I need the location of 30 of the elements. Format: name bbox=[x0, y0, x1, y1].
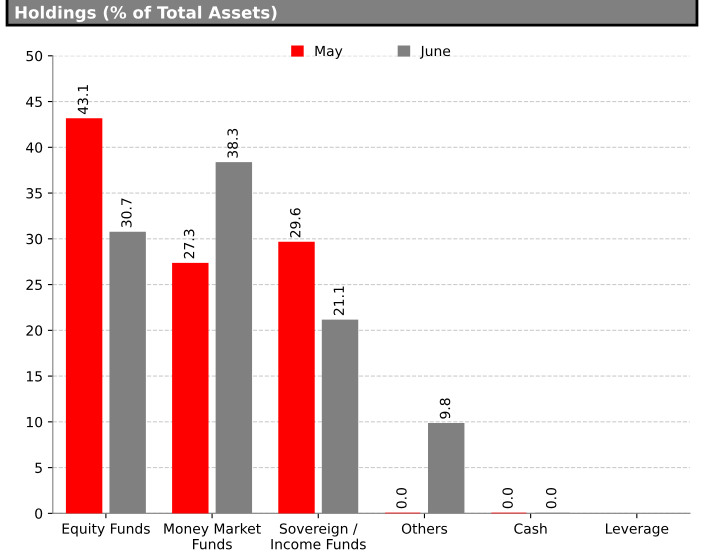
data-label: 29.6 bbox=[290, 208, 301, 238]
y-tick-label: 30 bbox=[26, 234, 42, 244]
x-tick-label: Cash bbox=[514, 523, 547, 534]
data-label: 9.8 bbox=[440, 398, 450, 419]
y-tick-label: 35 bbox=[26, 188, 42, 199]
y-tick-label: 20 bbox=[26, 325, 42, 336]
y-tick-label: 15 bbox=[26, 371, 42, 382]
data-label: 0.0 bbox=[546, 488, 556, 508]
data-label: 0.0 bbox=[502, 488, 513, 508]
x-tick-label: Money Market Funds bbox=[164, 523, 261, 550]
data-label: 21.1 bbox=[334, 286, 344, 316]
y-tick-label: 5 bbox=[35, 462, 42, 474]
data-label: 30.7 bbox=[121, 198, 132, 228]
x-tick-label: Sovereign / Income Funds bbox=[271, 523, 366, 550]
chart-title: Holdings (% of Total Assets) bbox=[16, 6, 276, 22]
y-tick-label: 25 bbox=[26, 280, 42, 290]
data-label: 0.0 bbox=[396, 488, 407, 508]
data-label: 27.3 bbox=[184, 230, 194, 258]
y-tick-label: 45 bbox=[26, 96, 42, 108]
x-tick-label: Leverage bbox=[606, 524, 668, 537]
y-tick-label: 50 bbox=[26, 50, 42, 62]
y-tick-label: 10 bbox=[26, 416, 42, 428]
data-label: 38.3 bbox=[227, 128, 238, 158]
x-tick-label: Others bbox=[402, 523, 448, 534]
y-tick-label: 0 bbox=[35, 508, 42, 519]
legend-label: June bbox=[420, 46, 450, 59]
legend-label: May bbox=[315, 46, 342, 59]
y-tick-label: 40 bbox=[26, 142, 42, 153]
data-label: 43.1 bbox=[78, 85, 88, 114]
x-tick-label: Equity Funds bbox=[62, 523, 150, 537]
